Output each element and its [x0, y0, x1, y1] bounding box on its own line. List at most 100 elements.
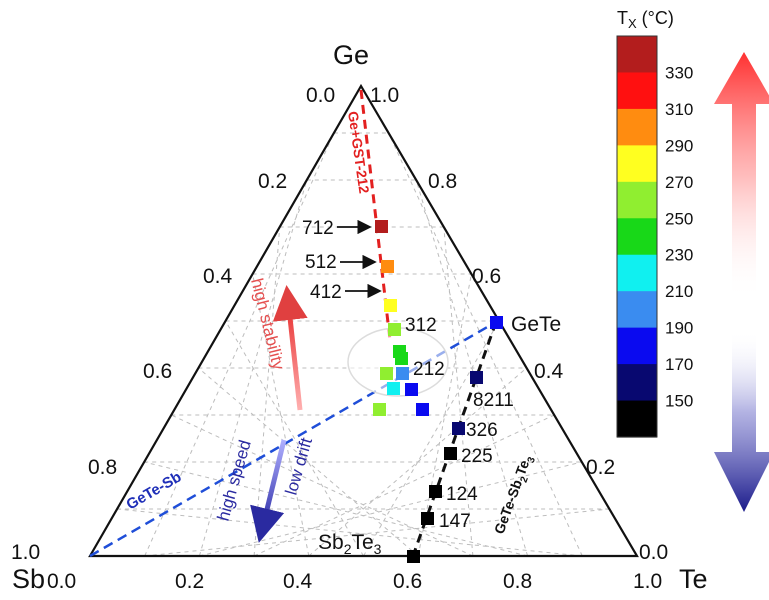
marker-250b	[380, 367, 393, 380]
marker-gete	[490, 316, 503, 329]
marker-225	[444, 447, 457, 460]
colorbar-label-150: 150	[665, 392, 693, 411]
colorbar-swatch-2	[617, 108, 657, 146]
colorbar-swatch-6	[617, 254, 657, 292]
grid-line-b-5	[363, 320, 500, 557]
colorbar-label-270: 270	[665, 173, 693, 192]
marker-250c	[373, 403, 386, 416]
big-arrow-up	[714, 52, 769, 300]
line-ge-gst212	[359, 89, 392, 341]
marker-170b	[416, 403, 429, 416]
grid-line-b-9	[388, 132, 583, 557]
label-gete-sb2te3: GeTe-Sb2Te3	[491, 452, 538, 537]
tick-left-0: 1.0	[11, 541, 40, 564]
colorbar-swatch-10	[617, 400, 657, 438]
colorbar-swatch-8	[617, 327, 657, 365]
marker-sb2te3	[407, 550, 420, 563]
marker-250a	[395, 352, 408, 365]
colorbar-border	[616, 35, 658, 438]
grid-line-a-3	[253, 226, 281, 557]
colorbar-label-230: 230	[665, 246, 693, 265]
label-8211: 8211	[473, 390, 514, 411]
colorbar-label-190: 190	[665, 319, 693, 338]
marker-712	[375, 220, 388, 233]
marker-170a	[405, 383, 418, 396]
colorbar-labels: 330 310 290 270 250 230 210 190 170 150	[665, 63, 693, 410]
tick-left-1: 0.8	[88, 456, 117, 479]
tick-bottom-1: 0.2	[175, 570, 204, 593]
label-gete-sb2te3-end: Te	[512, 458, 532, 478]
colorbar	[616, 35, 658, 438]
colorbar-label-250: 250	[665, 209, 693, 228]
data-markers	[373, 220, 503, 563]
tick-right-5: 0.0	[639, 541, 668, 564]
colorbar-label-210: 210	[665, 282, 693, 301]
tick-left-3: 0.4	[203, 265, 233, 288]
grid-line-a-5	[225, 320, 364, 557]
label-sb2te3-sub2: 3	[374, 541, 382, 557]
label-gete-sb2te3-sub: 2	[519, 475, 531, 484]
colorbar-swatch-9	[617, 364, 657, 402]
tick-bottom-5: 1.0	[633, 570, 662, 593]
colorbar-label-170: 170	[665, 355, 693, 374]
label-sb2te3-a: Sb	[318, 531, 344, 554]
tick-right-2: 0.6	[472, 265, 501, 288]
label-sb2te3-b: Te	[351, 531, 373, 554]
label-225: 225	[461, 446, 493, 467]
label-712: 712	[302, 218, 334, 239]
colorbar-swatch-7	[617, 291, 657, 329]
tick-left-2: 0.6	[143, 360, 172, 383]
marker-124	[429, 485, 442, 498]
tick-right-3: 0.4	[534, 360, 564, 383]
label-512: 512	[305, 252, 337, 273]
marker-312	[388, 323, 401, 336]
colorbar-swatch-5	[617, 218, 657, 256]
grid-line-a-8	[144, 461, 528, 557]
colorbar-title-main: T	[617, 8, 628, 28]
grid-line-b-7	[443, 226, 474, 557]
high-speed-arrow	[250, 439, 287, 543]
tick-right-4: 0.2	[586, 456, 615, 479]
label-gete-sb2te3-sub2: 3	[526, 455, 538, 464]
high-stability-arrow	[272, 285, 308, 411]
colorbar-label-290: 290	[665, 136, 693, 155]
label-124: 124	[446, 484, 478, 505]
colorbar-label-310: 310	[665, 100, 693, 119]
label-gete-sb2te3-main: GeTe-Sb	[491, 477, 525, 536]
tick-right-0: 1.0	[370, 84, 399, 107]
colorbar-title: TX (°C)	[617, 8, 674, 31]
tick-bottom-3: 0.6	[393, 570, 422, 593]
annotation-high-stability: high stability	[247, 276, 288, 372]
colorbar-title-unit: (°C)	[637, 8, 674, 28]
colorbar-swatch-4	[617, 181, 657, 219]
line-gete-sb2te3	[411, 321, 498, 557]
marker-512	[381, 260, 394, 273]
colorbar-swatch-0	[617, 36, 657, 74]
marker-8211	[470, 371, 483, 384]
grid-line-a-9	[117, 508, 583, 557]
marker-147	[421, 512, 434, 525]
tick-bottom-0: 0.0	[47, 570, 76, 593]
vertex-label-ge: Ge	[333, 40, 369, 70]
marker-230	[387, 382, 400, 395]
grid-line-a-1	[144, 132, 335, 557]
vertex-label-sb: Sb	[12, 564, 45, 594]
grid-line-b-8	[415, 179, 529, 557]
tick-left-4: 0.2	[258, 170, 287, 193]
label-412: 412	[310, 282, 342, 303]
colorbar-swatch-3	[617, 145, 657, 183]
colorbar-title-sub: X	[628, 16, 637, 31]
tick-left-5: 0.0	[306, 84, 335, 107]
grid-line-a-6	[198, 367, 419, 557]
big-arrow-down	[714, 330, 769, 512]
colorbar-label-330: 330	[665, 63, 693, 82]
colorbar-swatch-1	[617, 72, 657, 110]
label-312: 312	[405, 315, 437, 336]
marker-412	[384, 299, 397, 312]
vertex-label-te: Te	[679, 564, 708, 594]
tick-bottom-2: 0.4	[283, 570, 313, 593]
label-gete: GeTe	[511, 313, 561, 336]
ternary-grid	[117, 132, 610, 557]
label-212: 212	[413, 359, 445, 380]
